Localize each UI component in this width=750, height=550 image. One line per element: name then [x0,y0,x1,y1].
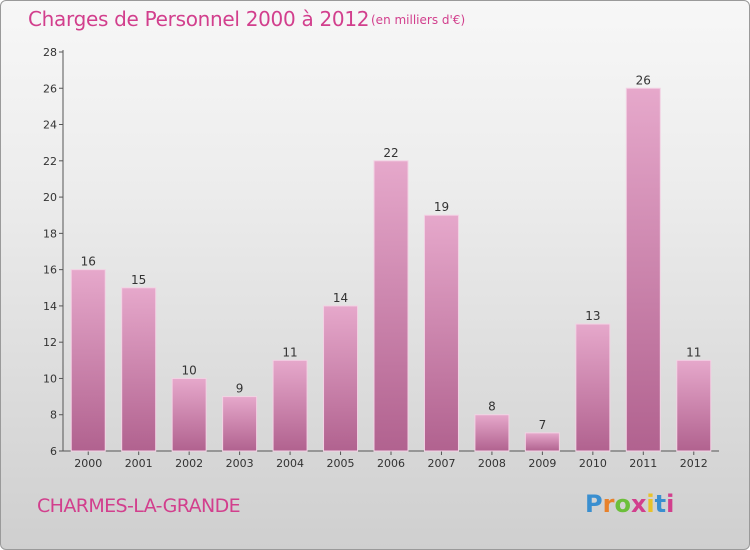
logo-letter: P [585,490,603,518]
y-tick-label: 12 [43,336,57,349]
bar-value-label: 13 [585,309,600,323]
bar[interactable] [272,359,308,452]
logo-letter: r [602,490,615,518]
x-tick-label: 2004 [276,457,304,470]
bar-value-label: 22 [383,146,398,160]
logo-letter: o [614,490,631,518]
x-tick-label: 2011 [629,457,657,470]
x-tick-label: 2002 [175,457,203,470]
y-tick-label: 14 [43,300,57,313]
x-tick-label: 2005 [327,457,355,470]
bar[interactable] [676,359,712,452]
bar[interactable] [171,377,207,452]
bar-value-label: 11 [282,345,297,359]
bar[interactable] [222,396,258,452]
y-tick-label: 6 [50,445,57,458]
y-tick-label: 18 [43,227,57,240]
bar-value-label: 15 [131,273,146,287]
commune-name: CHARMES-LA-GRANDE [37,495,241,517]
bars [70,87,712,452]
logo-letter: i [666,490,675,518]
y-tick-label: 24 [43,119,57,132]
bar-value-label: 16 [81,255,96,269]
bar[interactable] [524,432,560,452]
bar[interactable] [70,269,106,452]
x-tick-label: 2001 [125,457,153,470]
bar[interactable] [625,87,661,452]
bar-value-label: 11 [686,345,701,359]
bar[interactable] [373,160,409,452]
bar-value-label: 8 [488,400,496,414]
y-tick-label: 22 [43,155,57,168]
y-tick-label: 8 [50,409,57,422]
bar[interactable] [575,323,611,452]
bar[interactable] [474,414,510,452]
bar-value-label: 19 [434,200,449,214]
y-axis: 6 8 10 12 14 16 18 20 22 24 26 28 [43,46,64,458]
bar[interactable] [121,287,157,452]
data-labels: 16 15 10 9 11 14 22 19 8 7 13 26 11 [81,73,702,432]
y-tick-label: 10 [43,372,57,385]
x-axis: 2000 2001 2002 2003 2004 2005 2006 2007 2008 2009… [63,450,719,470]
logo-letter: x [630,490,647,518]
bar[interactable] [323,305,359,452]
x-tick-label: 2000 [74,457,102,470]
bar-value-label: 26 [636,73,651,87]
y-tick-label: 28 [43,46,57,59]
x-tick-label: 2003 [226,457,254,470]
x-tick-label: 2010 [579,457,607,470]
logo-letter: t [654,490,667,518]
bar[interactable] [423,214,459,452]
y-tick-label: 16 [43,264,57,277]
bar-value-label: 7 [539,418,547,432]
x-tick-label: 2009 [528,457,556,470]
bar-value-label: 14 [333,291,348,305]
x-tick-label: 2007 [427,457,455,470]
x-tick-label: 2006 [377,457,405,470]
x-tick-label: 2008 [478,457,506,470]
logo-letter: i [646,490,655,518]
y-tick-label: 26 [43,82,57,95]
bar-value-label: 9 [236,382,244,396]
chart-title: Charges de Personnel 2000 à 2012 [28,7,370,31]
bar-value-label: 10 [182,363,197,377]
x-tick-label: 2012 [680,457,708,470]
proxiti-logo[interactable]: Proxiti [585,490,674,518]
y-tick-label: 20 [43,191,57,204]
chart-subtitle: (en milliers d'€) [371,13,466,27]
